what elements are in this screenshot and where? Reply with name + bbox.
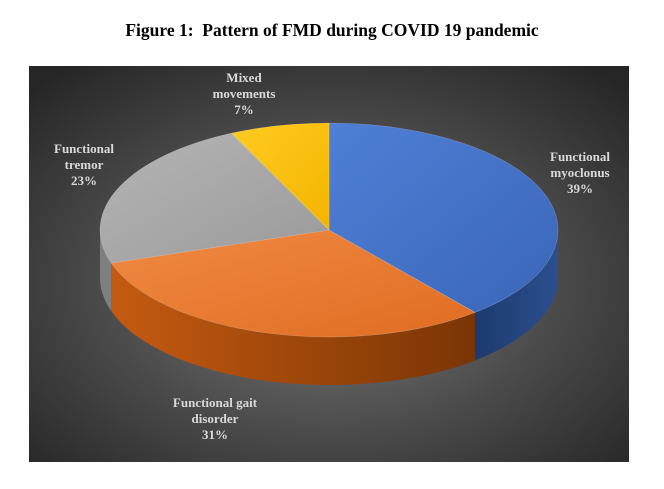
slice-mixed-movements-label: Mixed movements 7% [213,70,276,117]
slice-functional-myoclonus-side [474,230,558,361]
slice-functional-gait-disorder-label: Functional gait disorder 31% [173,395,258,442]
slice-functional-myoclonus-value-label: 39% [567,181,593,196]
slice-functional-tremor-value-label: 23% [71,173,97,188]
slice-functional-gait-disorder [110,229,476,338]
pie-chart: Functional myoclonus 39% Functional gait dis… [29,66,629,462]
slice-functional-gait-disorder-category-label: Functional gait [173,395,258,410]
slice-functional-gait-disorder-value-label: 31% [202,427,228,442]
slice-functional-tremor-side [100,230,112,312]
slice-functional-gait-disorder-category-label: disorder [192,411,239,426]
slice-functional-myoclonus [328,122,559,313]
slice-functional-tremor-label: Functional tremor 23% [54,141,114,188]
slice-mixed-movements-category-label: movements [213,86,276,101]
slice-functional-myoclonus-label: Functional myoclonus 39% [550,149,610,196]
slice-mixed-movements-value-label: 7% [234,102,254,117]
slice-mixed-movements [230,122,330,231]
figure-title: Figure 1: Pattern of FMD during COVID 19… [125,20,539,40]
slice-functional-myoclonus-category-label: Functional [550,149,610,164]
slice-functional-tremor [99,132,330,264]
slice-mixed-movements-category-label: Mixed [226,70,262,85]
pie-chart-svg: Functional myoclonus 39%Functional gait dis… [29,66,629,462]
slice-functional-tremor-category-label: Functional [54,141,114,156]
slice-functional-myoclonus-category-label: myoclonus [550,165,609,180]
slice-functional-tremor-category-label: tremor [65,157,104,172]
slice-functional-gait-disorder-side [111,263,475,385]
